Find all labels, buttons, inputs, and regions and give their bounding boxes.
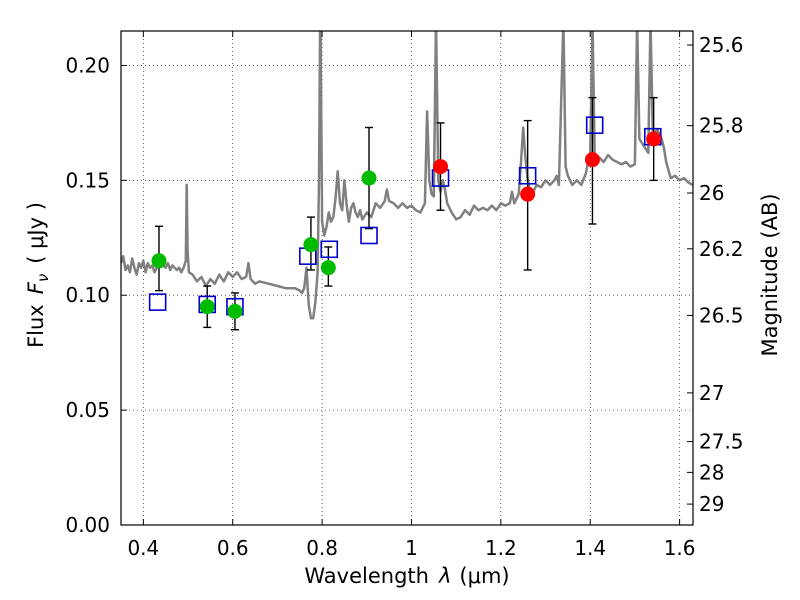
observed-nir-point (520, 186, 536, 202)
x-tick-label: 0.8 (306, 536, 338, 560)
model-photometry-marker (585, 116, 604, 135)
model-photometry-marker (320, 240, 339, 259)
mag-tick-label: 26.5 (699, 303, 744, 327)
mag-tick-label: 27.5 (699, 430, 744, 454)
y-tick-label: 0.15 (65, 168, 110, 192)
mag-tick-label: 28 (699, 460, 724, 484)
x-tick-label: 0.4 (127, 536, 159, 560)
observed-optical-point (151, 253, 167, 269)
mag-tick-label: 25.8 (699, 114, 744, 138)
x-tick-label: 1 (405, 536, 418, 560)
x-axis-label: Wavelength λ (μm) (304, 564, 509, 588)
observed-optical-point (303, 237, 319, 253)
x-tick-label: 1.2 (485, 536, 517, 560)
plot-background (121, 31, 693, 525)
x-tick-label: 1.6 (664, 536, 696, 560)
model-spectrum-line (121, 31, 693, 320)
y-tick-label: 0.00 (65, 513, 110, 537)
y-axis-label: FluxFν( μJy ) (24, 202, 52, 348)
observed-optical-point (361, 170, 377, 186)
model-photometry-marker (148, 293, 167, 311)
y2-axis-label: Magnitude (AB) (758, 193, 782, 356)
x-tick-label: 0.6 (217, 536, 249, 560)
y-tick-label: 0.20 (65, 53, 110, 77)
mag-tick-label: 27 (699, 381, 724, 405)
observed-nir-point (433, 159, 449, 175)
model-photometry-marker (360, 226, 378, 245)
mag-tick-label: 29 (699, 492, 724, 516)
ticks: 0.4 0.6 0.8 1 1.2 1.4 1.6 0.00 0.05 0.10 0.15 0.20 2… (65, 31, 744, 560)
x-tick-label: 1.4 (574, 536, 606, 560)
y-tick-label: 0.05 (65, 398, 110, 422)
plot-area (121, 31, 693, 331)
y-tick-label: 0.10 (65, 283, 110, 307)
model-photometry-marker (518, 166, 537, 185)
observed-optical-point (199, 299, 215, 315)
mag-tick-label: 25.6 (699, 33, 744, 57)
plot-frame (120, 30, 694, 526)
observed-nir-point (646, 131, 662, 147)
mag-tick-label: 26.2 (699, 237, 744, 261)
observed-optical-point (227, 303, 243, 319)
observed-nir-point (584, 152, 600, 168)
observed-optical-point (320, 260, 336, 276)
mag-tick-label: 26 (699, 181, 724, 205)
